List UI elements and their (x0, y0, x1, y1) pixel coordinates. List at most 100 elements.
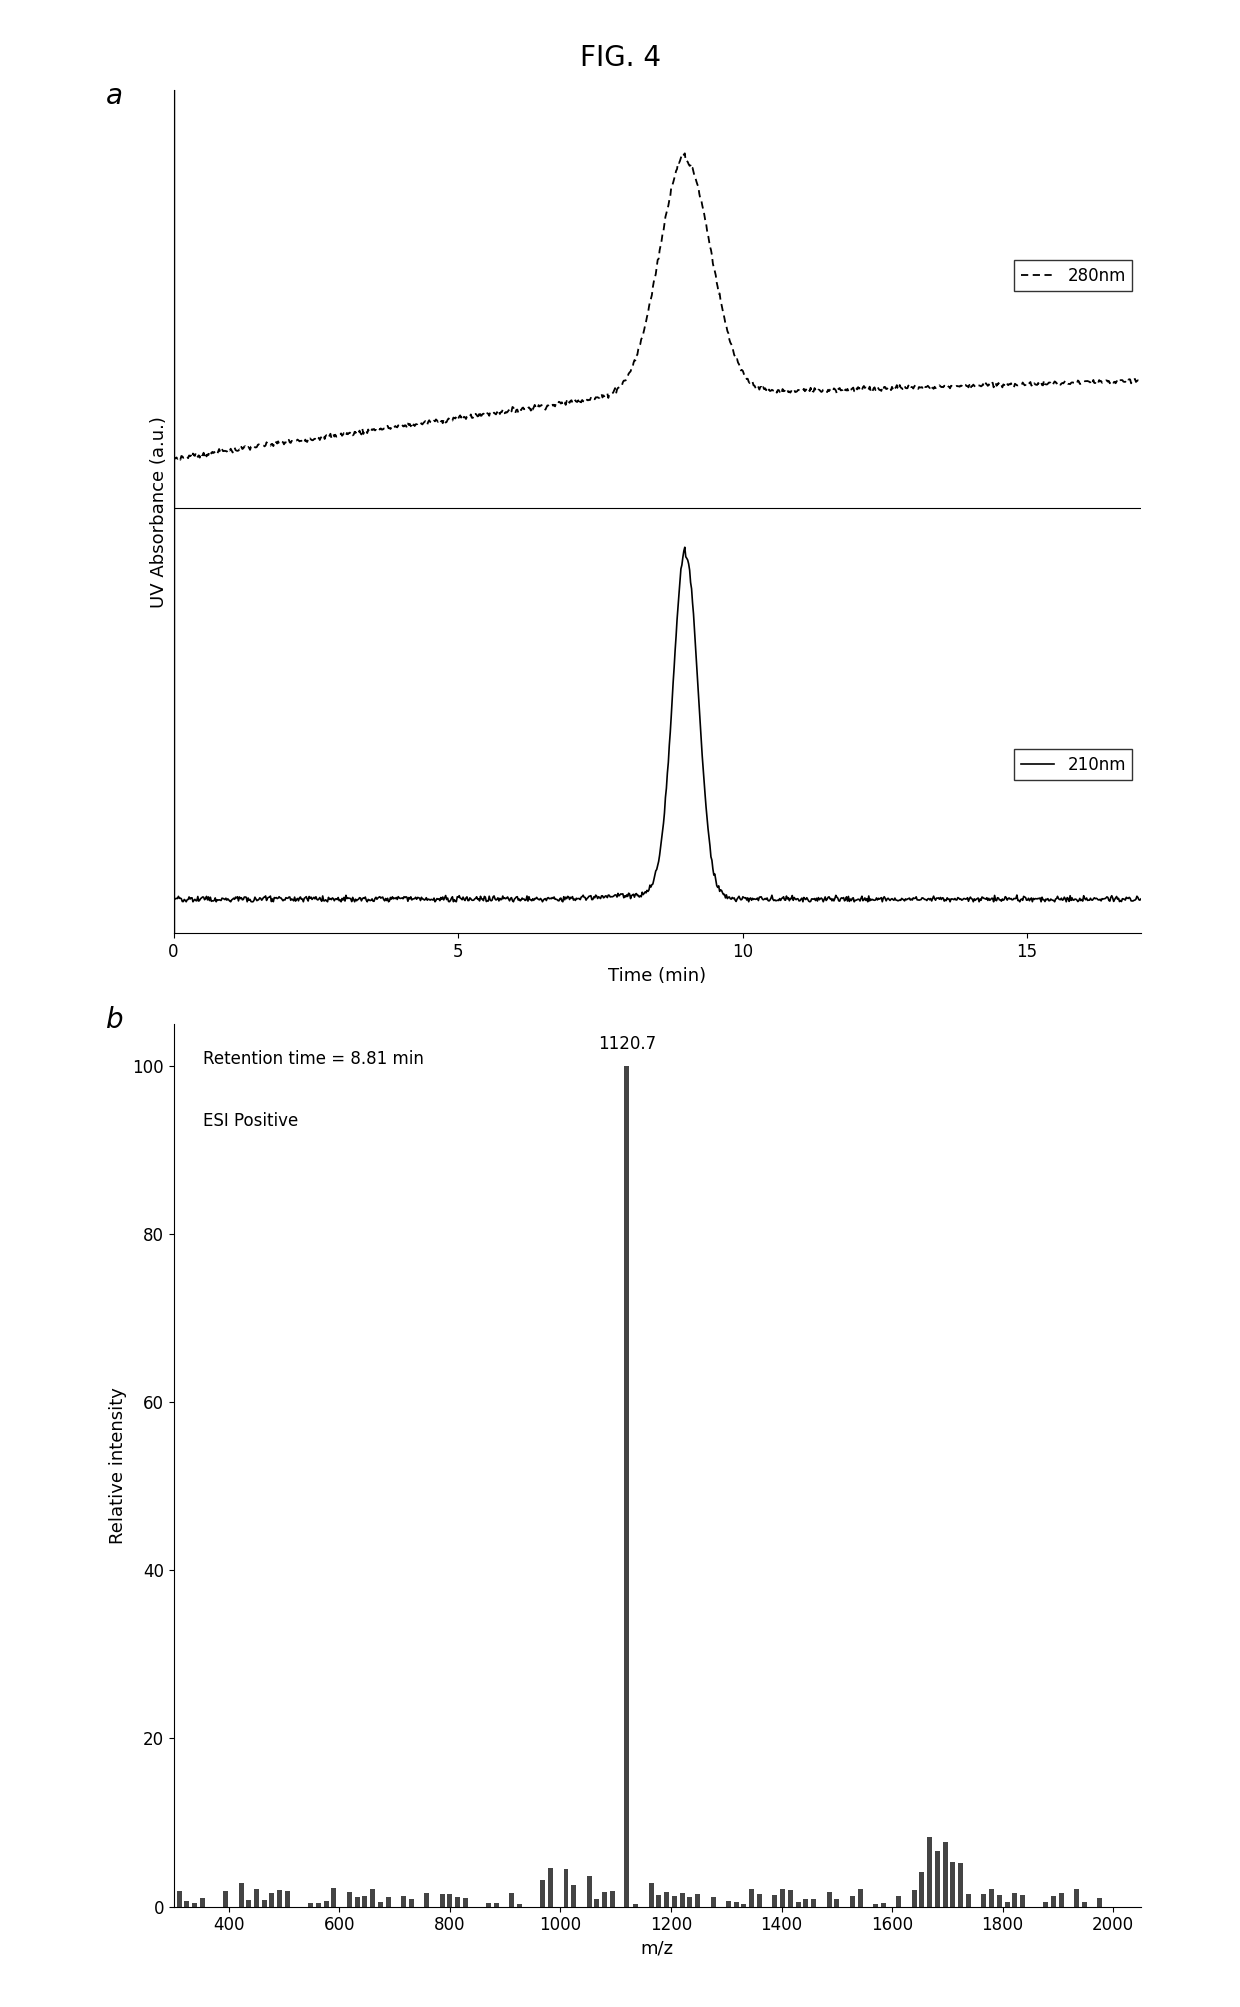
Bar (696, 1895, 701, 1907)
Bar (880, 1903, 885, 1907)
Bar (1052, 1897, 1056, 1907)
Bar (897, 1897, 901, 1907)
Bar (587, 1877, 591, 1907)
Bar (324, 1901, 329, 1907)
Bar (804, 1899, 808, 1907)
Bar (858, 1889, 863, 1907)
Bar (200, 1899, 205, 1907)
Bar (1012, 1893, 1017, 1907)
Bar (494, 1903, 498, 1907)
Bar (1043, 1903, 1048, 1907)
Text: Retention time = 8.81 min: Retention time = 8.81 min (202, 1050, 424, 1068)
Bar (176, 1891, 181, 1907)
Bar (649, 1883, 653, 1907)
Bar (448, 1895, 453, 1907)
Bar (192, 1903, 197, 1907)
Bar (749, 1889, 754, 1907)
Bar (711, 1897, 715, 1907)
Bar (919, 1873, 925, 1907)
Bar (935, 1850, 940, 1907)
Bar (873, 1905, 878, 1907)
Bar (680, 1893, 684, 1907)
Bar (347, 1893, 352, 1907)
Bar (966, 1895, 971, 1907)
Bar (725, 1901, 732, 1907)
Bar (223, 1891, 228, 1907)
X-axis label: m/z: m/z (641, 1941, 673, 1959)
Bar (269, 1893, 274, 1907)
Bar (185, 1901, 190, 1907)
Bar (510, 1893, 515, 1907)
Bar (811, 1899, 816, 1907)
Bar (331, 1889, 336, 1907)
Bar (990, 1889, 994, 1907)
Bar (548, 1869, 553, 1907)
Bar (541, 1881, 546, 1907)
Bar (355, 1897, 360, 1907)
Bar (424, 1893, 429, 1907)
Bar (756, 1895, 761, 1907)
Bar (997, 1895, 1002, 1907)
Bar (278, 1891, 283, 1907)
Text: b: b (105, 1006, 124, 1034)
Bar (370, 1889, 374, 1907)
Bar (787, 1891, 792, 1907)
Bar (742, 1905, 746, 1907)
Y-axis label: Relative intensity: Relative intensity (109, 1387, 126, 1543)
Bar (262, 1901, 267, 1907)
Text: FIG. 4: FIG. 4 (579, 44, 661, 72)
Bar (563, 1869, 568, 1907)
Bar (634, 1905, 639, 1907)
Bar (849, 1897, 854, 1907)
X-axis label: Time (min): Time (min) (608, 967, 707, 985)
Bar (942, 1842, 947, 1907)
Bar (1074, 1889, 1079, 1907)
Bar (796, 1903, 801, 1907)
Bar (1097, 1899, 1102, 1907)
Bar (656, 1895, 661, 1907)
Bar (1004, 1903, 1009, 1907)
Bar (624, 1066, 629, 1907)
Bar (401, 1895, 405, 1907)
Bar (911, 1891, 916, 1907)
Bar (486, 1903, 491, 1907)
Bar (309, 1903, 314, 1907)
Bar (1021, 1895, 1025, 1907)
Bar (1059, 1893, 1064, 1907)
Bar (409, 1899, 414, 1907)
Y-axis label: UV Absorbance (a.u.): UV Absorbance (a.u.) (150, 415, 169, 608)
Bar (734, 1903, 739, 1907)
Bar (928, 1836, 932, 1907)
Bar (665, 1893, 670, 1907)
Bar (386, 1897, 391, 1907)
Bar (254, 1889, 259, 1907)
Bar (285, 1891, 290, 1907)
Bar (827, 1893, 832, 1907)
Bar (610, 1891, 615, 1907)
Bar (603, 1893, 608, 1907)
Bar (362, 1897, 367, 1907)
Bar (238, 1883, 243, 1907)
Bar (463, 1899, 467, 1907)
Bar (959, 1862, 963, 1907)
Bar (835, 1899, 839, 1907)
Bar (378, 1903, 383, 1907)
Bar (1083, 1903, 1087, 1907)
Bar (672, 1897, 677, 1907)
Bar (950, 1862, 955, 1907)
Text: a: a (105, 82, 123, 110)
Bar (455, 1897, 460, 1907)
Bar (517, 1905, 522, 1907)
Bar (773, 1895, 777, 1907)
Bar (440, 1895, 445, 1907)
Text: 1120.7: 1120.7 (598, 1036, 656, 1054)
Bar (572, 1885, 577, 1907)
Bar (687, 1897, 692, 1907)
Bar (780, 1889, 785, 1907)
Bar (247, 1901, 252, 1907)
Legend: 210nm: 210nm (1014, 749, 1132, 781)
Text: ESI Positive: ESI Positive (202, 1112, 298, 1130)
Bar (316, 1903, 321, 1907)
Bar (981, 1895, 986, 1907)
Bar (594, 1899, 599, 1907)
